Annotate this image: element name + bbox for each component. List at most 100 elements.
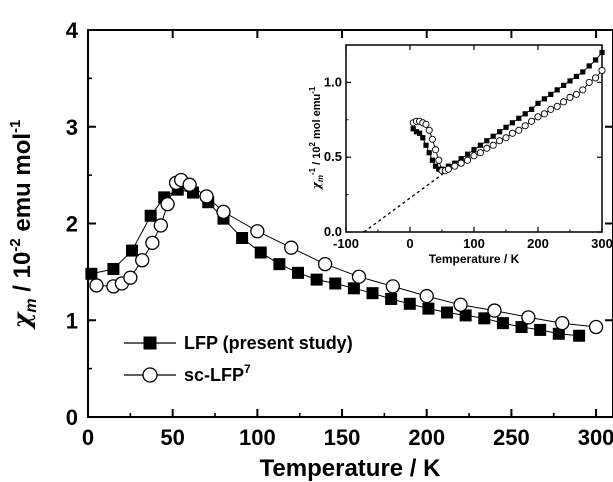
data-point-circle <box>284 240 299 255</box>
data-point-circle <box>489 141 497 149</box>
legend-marker-sclfp <box>142 367 158 383</box>
data-point-circle <box>464 156 472 164</box>
data-point-circle <box>89 278 104 293</box>
data-point-circle <box>572 90 580 98</box>
data-point-circle <box>598 66 606 74</box>
legend-marker-lfp <box>143 336 157 350</box>
data-point-circle <box>521 122 529 130</box>
x-tick-label: 0 <box>406 236 413 251</box>
main-y-axis-unit: emu mol <box>9 133 36 238</box>
data-point-square <box>554 87 560 93</box>
data-point-square <box>458 156 464 162</box>
data-point-circle <box>135 253 150 268</box>
data-point-square <box>509 120 515 126</box>
data-point-square <box>385 292 398 305</box>
data-point-circle <box>199 189 214 204</box>
data-point-circle <box>476 149 484 157</box>
data-point-circle <box>483 144 491 152</box>
data-point-circle <box>419 288 434 304</box>
data-point-circle <box>444 165 452 173</box>
data-point-circle <box>521 310 536 325</box>
main-y-axis-text: / 10 <box>9 252 36 299</box>
data-point-square <box>423 142 429 148</box>
legend: LFP (present study) sc-LFP7 <box>124 333 353 385</box>
data-point-square <box>236 232 249 245</box>
data-point-circle <box>451 162 459 170</box>
data-point-circle <box>547 105 555 113</box>
x-tick-label: 200 <box>408 425 445 450</box>
data-point-square <box>413 129 419 135</box>
data-point-square <box>534 323 547 336</box>
data-point-square <box>426 150 432 156</box>
y-tick-label: 1 <box>66 308 78 333</box>
inset-y-axis-exp0: -1 <box>308 167 317 175</box>
y-tick-label: 3 <box>66 115 78 140</box>
data-point-circle <box>508 129 516 137</box>
data-point-square <box>417 130 423 136</box>
main-y-axis-symbol: χ <box>7 311 36 330</box>
inset-y-axis-title: χm-1 / 102 mol emu-1 <box>308 86 325 190</box>
x-tick-label: -100 <box>333 236 359 251</box>
data-point-square <box>561 82 567 88</box>
data-point-circle <box>553 102 561 110</box>
data-point-square <box>292 266 304 279</box>
data-point-circle <box>435 156 443 164</box>
main-axis-ticks: 0 50 100 150 200 250 300 0 1 2 3 4 <box>66 18 613 450</box>
data-point-square <box>477 142 483 148</box>
y-tick-label: 0.0 <box>324 224 342 239</box>
fit-line <box>363 171 446 233</box>
data-point-square <box>599 49 605 56</box>
data-point-square <box>515 321 528 334</box>
data-point-square <box>329 277 342 290</box>
main-x-axis-title: Temperature / K <box>260 455 442 482</box>
y-tick-label: 4 <box>66 18 79 43</box>
data-point-square <box>471 147 477 153</box>
data-point-square <box>497 129 503 135</box>
data-point-square <box>593 57 599 63</box>
data-point-square <box>465 151 471 157</box>
data-point-circle <box>432 146 440 154</box>
data-point-circle <box>422 120 430 128</box>
data-point-circle <box>534 113 542 121</box>
data-point-square <box>586 63 592 69</box>
inset-background <box>346 45 602 232</box>
data-point-circle <box>123 270 138 285</box>
data-point-square <box>107 262 120 275</box>
x-tick-label: 200 <box>527 236 549 251</box>
inset-y-axis-exp1: 2 <box>308 141 317 146</box>
data-point-square <box>126 244 139 257</box>
data-point-square <box>366 287 379 300</box>
data-point-square <box>490 133 496 139</box>
inset-y-axis-unit: mol emu <box>311 94 323 142</box>
data-point-circle <box>487 303 502 318</box>
y-tick-label: 1.0 <box>324 74 342 89</box>
inset-y-axis-symbol: χ <box>310 181 323 190</box>
data-point-square <box>573 73 579 80</box>
main-y-axis-subscript: m <box>23 298 40 312</box>
data-point-circle <box>425 126 433 134</box>
data-point-square <box>254 246 267 259</box>
data-point-circle <box>528 117 536 125</box>
inset-y-axis-text: / 10 <box>311 146 323 167</box>
data-point-square <box>522 111 528 117</box>
data-point-circle <box>153 218 168 233</box>
inset-y-axis-exp2: -1 <box>308 86 317 94</box>
data-point-circle <box>351 269 367 284</box>
x-tick-label: 0 <box>82 425 94 450</box>
data-point-circle <box>145 235 160 251</box>
data-point-square <box>503 124 509 130</box>
data-point-circle <box>560 98 568 106</box>
data-point-circle <box>566 93 574 101</box>
data-point-circle <box>160 196 175 212</box>
legend-label-lfp: LFP (present study) <box>184 333 353 353</box>
data-point-circle <box>470 152 478 160</box>
x-tick-label: 50 <box>160 425 184 450</box>
data-point-square <box>310 273 323 286</box>
data-point-circle <box>579 86 587 94</box>
data-point-square <box>496 317 509 330</box>
data-point-square <box>580 69 586 75</box>
data-point-circle <box>385 279 400 294</box>
